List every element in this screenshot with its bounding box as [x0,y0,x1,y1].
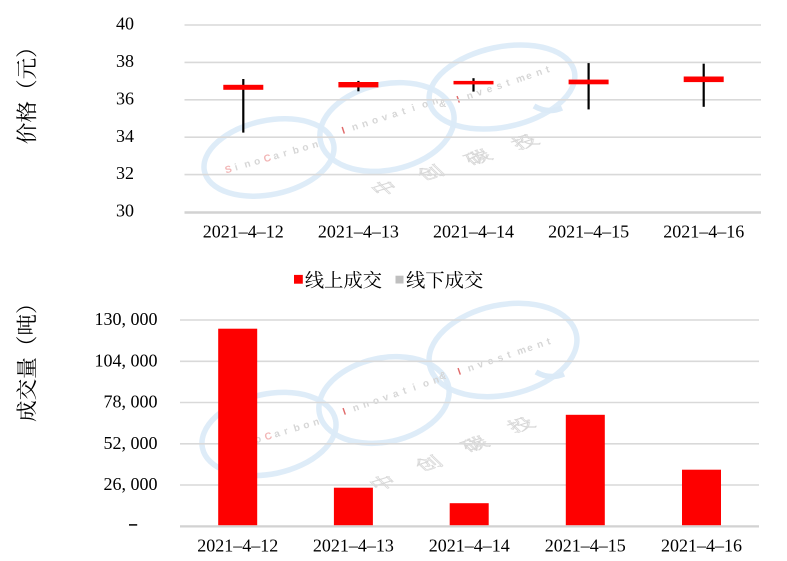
svg-text:&: & [439,99,446,110]
svg-text:t: t [544,64,551,76]
svg-text:2021–4–16: 2021–4–16 [663,222,744,242]
svg-text:n: n [431,374,440,386]
svg-text:b: b [292,422,301,434]
svg-text:v: v [475,87,484,99]
svg-text:I: I [341,406,347,417]
svg-text:b: b [291,145,300,157]
svg-text:n: n [535,339,544,351]
svg-text:t: t [505,77,512,89]
svg-text:26, 000: 26, 000 [104,474,158,494]
svg-text:i: i [411,382,417,393]
svg-text:m: m [516,345,528,358]
svg-text:v: v [381,392,390,404]
svg-text:104, 000: 104, 000 [95,351,158,371]
svg-text:2021–4–15: 2021–4–15 [548,222,629,242]
svg-text:78, 000: 78, 000 [104,392,158,412]
svg-text:t: t [401,385,408,397]
svg-text:t: t [506,349,513,361]
svg-text:e: e [485,83,494,95]
svg-text:n: n [465,90,474,102]
svg-text:n: n [351,402,360,414]
svg-text:o: o [254,434,263,446]
svg-text:2021–4–14: 2021–4–14 [433,222,514,242]
svg-text:i: i [233,162,239,173]
svg-text:o: o [253,156,262,168]
svg-text:t: t [401,106,408,118]
svg-text:o: o [301,142,310,154]
svg-text:o: o [371,115,380,127]
svg-text:n: n [311,139,320,151]
svg-text:n: n [312,417,321,429]
svg-text:2021–4–13: 2021–4–13 [318,222,399,242]
svg-text:o: o [421,378,430,390]
svg-text:n: n [351,121,360,133]
svg-text:C: C [263,431,273,444]
svg-text:2021–4–12: 2021–4–12 [203,222,284,242]
svg-text:r: r [283,426,290,438]
svg-text:m: m [515,73,527,86]
svg-text:30: 30 [116,201,134,221]
svg-text:v: v [476,359,485,371]
svg-text:2021–4–16: 2021–4–16 [661,536,742,556]
svg-text:40: 40 [116,14,134,34]
svg-text:n: n [361,399,370,411]
svg-text:2021–4–14: 2021–4–14 [429,536,510,556]
svg-text:2021–4–15: 2021–4–15 [545,536,626,556]
svg-text:t: t [545,336,552,348]
svg-text:n: n [431,96,440,108]
svg-text:a: a [272,150,281,162]
svg-text:n: n [534,67,543,79]
svg-text:2021–4–12: 2021–4–12 [197,536,278,556]
svg-text:38: 38 [116,51,134,71]
svg-text:v: v [381,112,390,124]
svg-text:o: o [302,419,311,431]
svg-text:a: a [391,108,400,120]
svg-text:32: 32 [116,163,134,183]
svg-text:a: a [391,388,400,400]
svg-text:130, 000: 130, 000 [95,309,158,329]
svg-text:n: n [361,118,370,130]
svg-text:&: & [439,371,446,382]
svg-text:s: s [495,80,504,92]
svg-text:I: I [341,125,347,136]
svg-text:o: o [421,99,430,111]
svg-text:i: i [411,103,417,114]
svg-text:n: n [466,362,475,374]
svg-text:n: n [243,159,252,171]
svg-text:C: C [262,153,272,166]
svg-text:36: 36 [116,88,134,108]
svg-text:a: a [273,428,282,440]
svg-text:2021–4–13: 2021–4–13 [313,536,394,556]
svg-text:o: o [371,395,380,407]
svg-text:e: e [526,342,535,354]
svg-text:r: r [282,148,289,160]
svg-text:s: s [496,352,505,364]
svg-text:34: 34 [116,126,134,146]
svg-text:I: I [456,366,462,377]
svg-text:52, 000: 52, 000 [104,433,158,453]
svg-text:S: S [224,164,234,177]
svg-text:e: e [525,70,534,82]
